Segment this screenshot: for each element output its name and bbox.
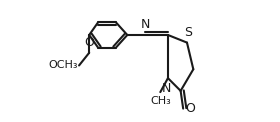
- Text: S: S: [184, 25, 192, 39]
- Text: CH₃: CH₃: [150, 96, 171, 106]
- Text: N: N: [162, 82, 172, 95]
- Text: N: N: [140, 18, 150, 31]
- Text: O: O: [84, 36, 94, 49]
- Text: OCH₃: OCH₃: [48, 60, 78, 70]
- Text: O: O: [185, 102, 195, 115]
